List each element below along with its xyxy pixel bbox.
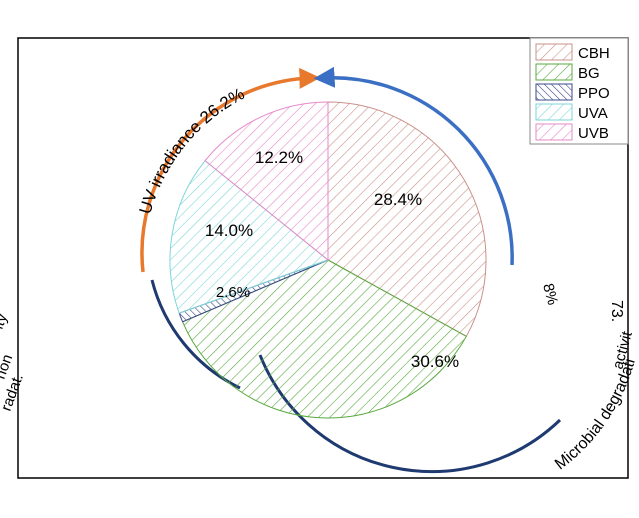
slice-label-UVA: 14.0%	[205, 221, 253, 240]
fragment-label-1: ity	[0, 311, 11, 331]
legend-label-UVB: UVB	[578, 125, 609, 142]
microbial-group-arc	[313, 66, 514, 266]
slice-label-UVB: 12.2%	[255, 148, 303, 167]
legend-swatch-PPO	[535, 83, 573, 101]
pie-slice-UVA	[169, 160, 330, 314]
legend: CBH BG PPO UVA UVB	[529, 37, 629, 145]
microbial-percent-label: 73.	[608, 300, 625, 322]
slice-label-BG: 30.6%	[411, 352, 459, 371]
legend-swatch-UVA	[535, 103, 573, 121]
fragment-label-6: 2.6%	[216, 284, 250, 301]
legend-swatch-BG	[535, 63, 573, 81]
frame	[17, 37, 629, 479]
fragment-label-4: 8%	[539, 282, 561, 307]
legend-label-PPO: PPO	[578, 85, 610, 102]
pie-slice-BG	[181, 259, 468, 419]
legend-swatch-CBH	[535, 43, 573, 61]
legend-label-UVA: UVA	[578, 105, 608, 122]
uv-group-arc	[140, 67, 321, 273]
pie-slice-CBH	[327, 101, 487, 337]
legend-swatch-UVB	[535, 123, 573, 141]
legend-label-BG: BG	[578, 65, 600, 82]
legend-label-CBH: CBH	[578, 45, 610, 62]
slice-label-CBH: 28.4%	[374, 190, 422, 209]
pie-slice-UVB	[204, 101, 329, 262]
